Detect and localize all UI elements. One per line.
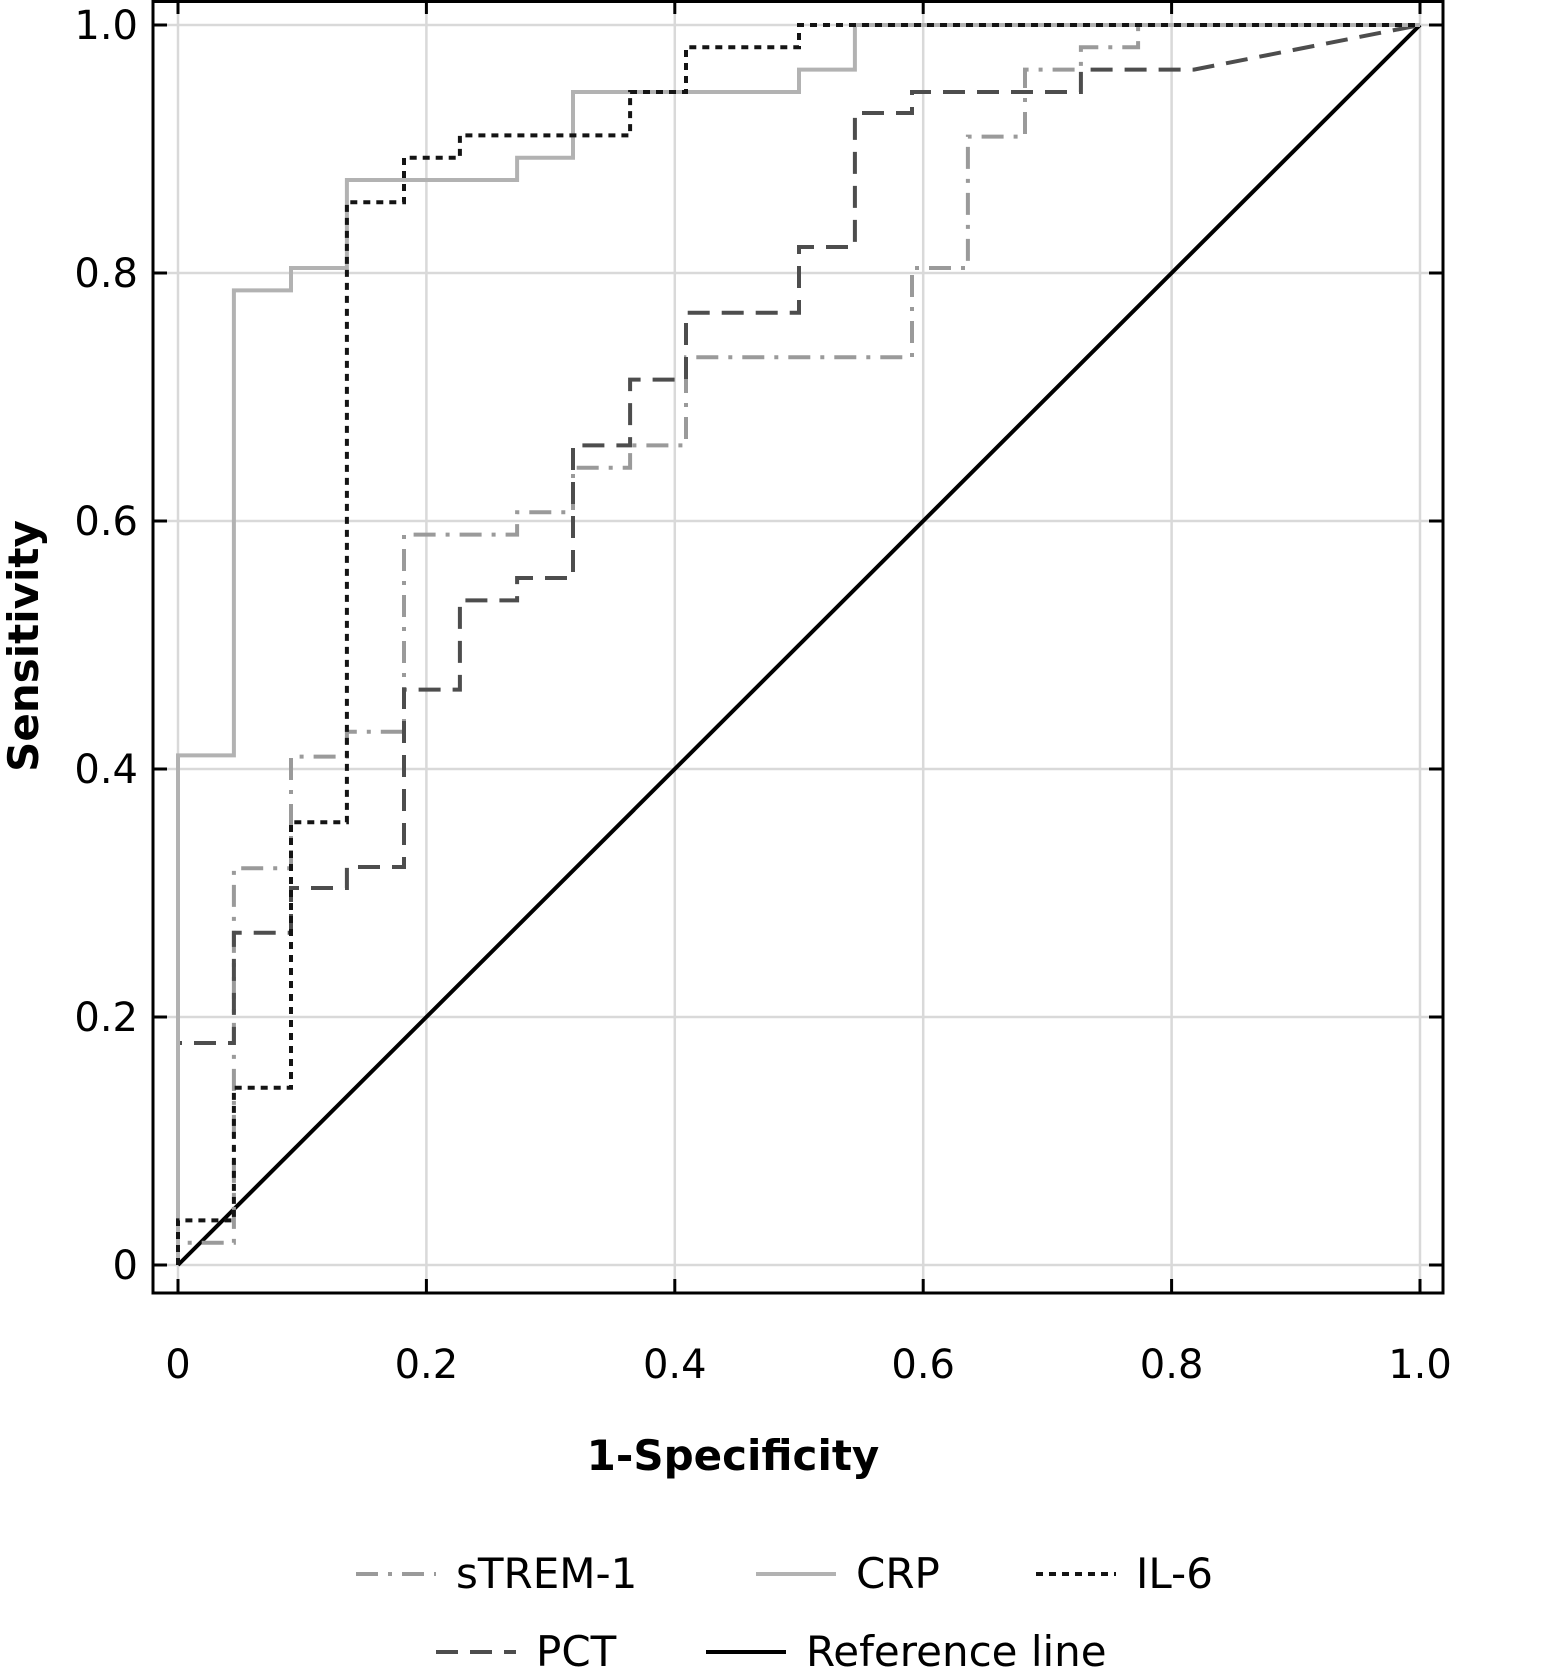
y-tick-label: 0 xyxy=(113,1243,138,1289)
series-line-crp xyxy=(176,23,1420,1265)
series-layer xyxy=(176,23,1422,1267)
y-axis-title: Sensitivity xyxy=(0,520,48,772)
series-line-reference xyxy=(176,23,1422,1267)
x-tick-label: 0.4 xyxy=(643,1342,707,1388)
y-tick-label: 0.2 xyxy=(74,995,138,1041)
x-tick-label: 1.0 xyxy=(1388,1342,1452,1388)
legend-label-reference: Reference line xyxy=(806,1627,1107,1676)
legend-label-pct: PCT xyxy=(536,1627,617,1676)
grid-lines xyxy=(153,0,1443,1293)
x-axis-title: 1-Specificity xyxy=(587,1431,880,1480)
legend-label-crp: CRP xyxy=(856,1549,940,1598)
y-tick-label: 0.8 xyxy=(74,251,138,297)
y-tick-label: 0.4 xyxy=(74,747,138,793)
x-tick-label: 0.8 xyxy=(1140,1342,1204,1388)
y-tick-label: 0.6 xyxy=(74,499,138,545)
x-tick-label: 0 xyxy=(165,1342,190,1388)
legend-label-il6: IL-6 xyxy=(1136,1549,1213,1598)
series-line-strem1 xyxy=(176,23,1420,1265)
y-tick-label: 1.0 xyxy=(74,3,138,49)
x-tick-label: 0.6 xyxy=(891,1342,955,1388)
axis-ticks: 0 0.2 0.4 0.6 0.8 1.0 0 0.2 0.4 0.6 0.8 1.0 xyxy=(74,0,1452,1388)
plot-frame xyxy=(151,0,1445,1295)
legend: sTREM-1 CRP IL-6 PCT Reference line xyxy=(356,1549,1213,1676)
legend-label-strem1: sTREM-1 xyxy=(456,1549,637,1598)
x-tick-label: 0.2 xyxy=(395,1342,459,1388)
